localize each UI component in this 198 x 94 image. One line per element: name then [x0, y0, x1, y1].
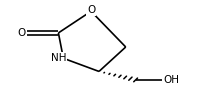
Text: NH: NH: [51, 53, 66, 63]
Text: O: O: [87, 5, 95, 15]
Text: OH: OH: [163, 75, 179, 85]
Text: O: O: [18, 28, 26, 38]
